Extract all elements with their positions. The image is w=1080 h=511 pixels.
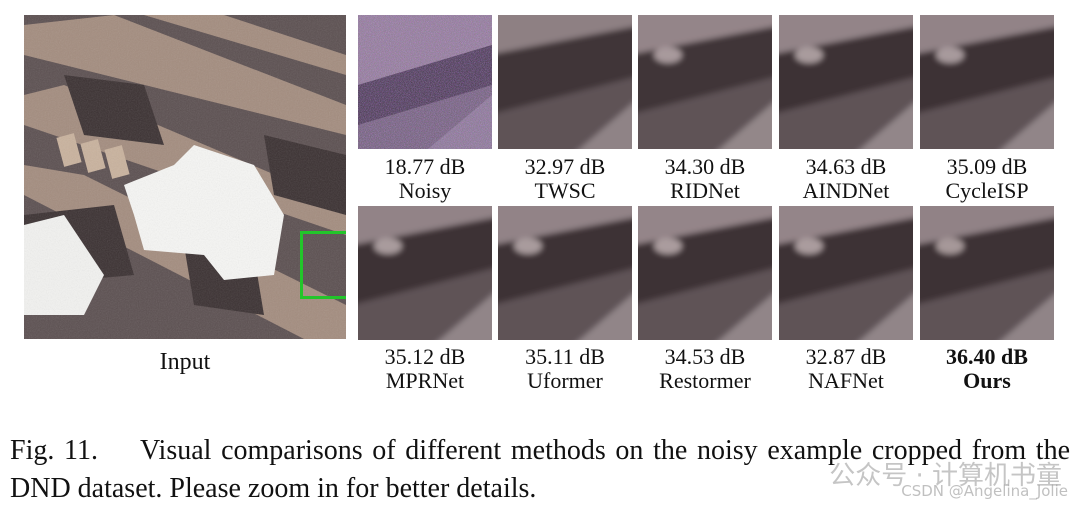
psnr-value: 32.87 dB [805,344,887,369]
caption-noisy: 18.77 dB Noisy [358,155,492,203]
zoom-region-box [300,231,346,299]
caption-cycleisp: 35.09 dB CycleISP [920,155,1054,203]
method-name: RIDNet [670,178,740,203]
watermark-csdn: CSDN @Angelina_Jolie [901,482,1068,500]
crop-nafnet [779,206,913,340]
watermark-wechat: 公众号 · 计算机书童 [829,461,1062,491]
input-label: Input [159,349,211,375]
method-name: TWSC [534,178,596,203]
caption-restormer: 34.53 dB Restormer [638,345,772,393]
psnr-value: 35.11 dB [525,344,605,369]
crop-restormer [638,206,772,340]
crop-uformer [498,206,632,340]
psnr-value: 34.53 dB [664,344,746,369]
psnr-value: 36.40 dB [946,344,1028,369]
caption-nafnet: 32.87 dB NAFNet [779,345,913,393]
psnr-value: 35.09 dB [946,154,1028,179]
figure-number: Fig. 11. [10,435,98,466]
method-name: Ours [963,368,1011,393]
method-name: AINDNet [802,178,890,203]
crop-twsc [498,15,632,149]
figure-caption-text: Visual comparisons of different methods … [10,435,1070,504]
psnr-value: 32.97 dB [524,154,606,179]
psnr-value: 34.63 dB [805,154,887,179]
psnr-value: 18.77 dB [384,154,466,179]
method-name: Noisy [398,178,452,203]
caption-twsc: 32.97 dB TWSC [498,155,632,203]
caption-aindnet: 34.63 dB AINDNet [779,155,913,203]
method-name: Uformer [527,368,603,393]
method-name: NAFNet [808,368,884,393]
figure-caption: Fig. 11. Visual comparisons of different … [10,432,1070,508]
caption-ridnet: 34.30 dB RIDNet [638,155,772,203]
caption-mprnet: 35.12 dB MPRNet [358,345,492,393]
crop-ours [920,206,1054,340]
method-name: Restormer [659,368,751,393]
caption-uformer: 35.11 dB Uformer [498,345,632,393]
crop-ridnet [638,15,772,149]
psnr-value: 34.30 dB [664,154,746,179]
method-name: MPRNet [385,368,465,393]
psnr-value: 35.12 dB [384,344,466,369]
crop-aindnet [779,15,913,149]
crop-noisy [358,15,492,149]
method-name: CycleISP [945,178,1029,203]
crop-cycleisp [920,15,1054,149]
caption-ours: 36.40 dB Ours [920,345,1054,393]
crop-mprnet [358,206,492,340]
input-image [24,15,346,339]
